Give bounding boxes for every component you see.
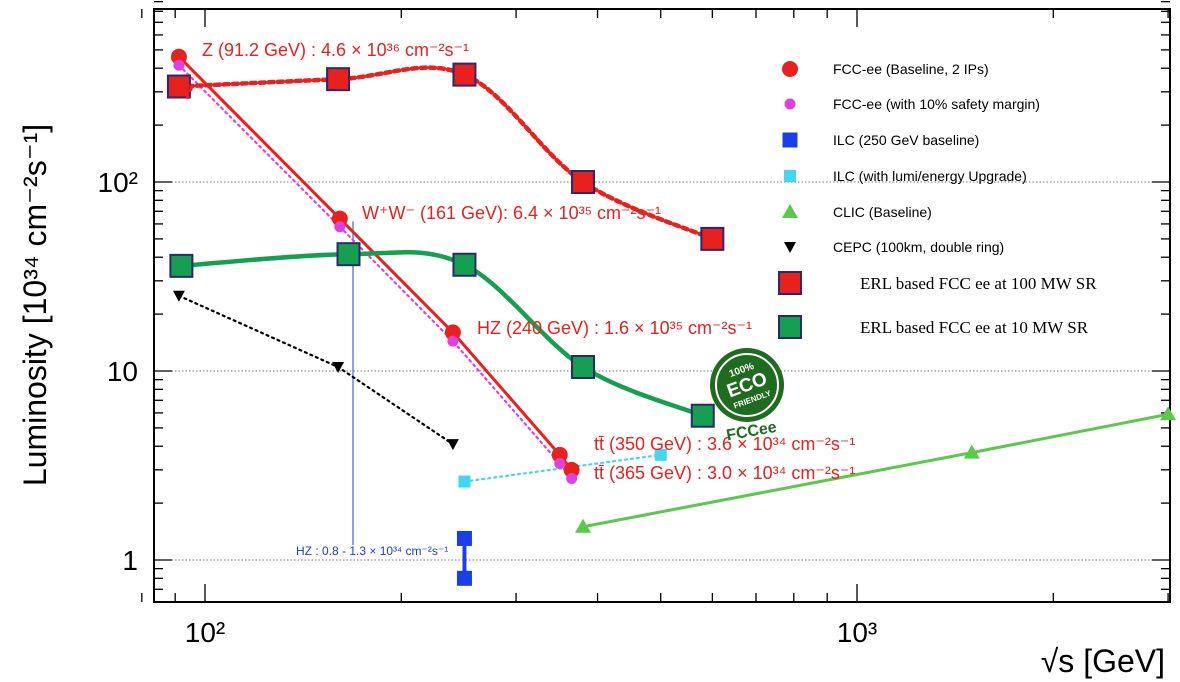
legend-marker-5 [784,242,796,253]
data-point-4 [1160,406,1177,421]
data-point-1 [566,472,578,484]
data-point-3 [458,475,471,488]
annotation-0: Z (91.2 GeV) : 4.6 × 10³⁶ cm⁻²s⁻¹ [202,40,469,60]
data-point-7 [169,253,194,278]
plot-frame [153,8,1171,603]
x-tick-label: 10³ [837,617,877,648]
data-point-6 [571,170,596,194]
data-point-4 [963,444,980,459]
data-point-0 [551,446,568,463]
legend-marker-2 [782,132,798,148]
data-point-5 [172,290,185,302]
series-line-5 [177,294,454,446]
legend-marker-0 [782,61,798,77]
data-point-0 [170,48,187,65]
stamp-ring [715,353,779,417]
data-point-1 [334,221,346,233]
annotation-1: W⁺W⁻ (161 GeV): 6.4 × 10³⁵ cm⁻²s⁻¹ [362,203,661,223]
data-point-4 [575,518,592,533]
x-tick-label: 10² [185,617,225,648]
legend-label-0: FCC-ee (Baseline, 2 IPs) [833,61,989,77]
legend-label-7: ERL based FCC ee at 10 MW SR [860,318,1089,337]
y-tick-label: 10 [107,356,138,387]
data-point-6 [166,74,191,99]
data-point-7 [571,354,596,379]
data-point-2 [456,530,472,546]
data-point-1 [554,458,566,470]
x-axis-title: √s [GeV] [1041,643,1165,679]
data-point-6 [326,67,351,92]
legend-marker-4 [782,204,798,218]
legend-label-4: CLIC (Baseline) [833,204,932,220]
annotations: Z (91.2 GeV) : 4.6 × 10³⁶ cm⁻²s⁻¹ W⁺W⁻ (1… [183,40,855,558]
series-markers [166,48,1177,586]
y-tick-label: 1 [122,545,138,576]
legend-label-2: ILC (250 GeV baseline) [833,132,979,148]
legend: FCC-ee (Baseline, 2 IPs) FCC-ee (with 10%… [778,61,1097,339]
data-point-0 [444,324,461,341]
data-point-7 [452,252,477,277]
data-point-7 [336,242,361,267]
data-point-0 [331,210,348,227]
annotation-2: HZ (240 GeV) : 1.6 × 10³⁵ cm⁻²s⁻¹ [477,318,752,338]
annotation-4: tt̄ (365 GeV) : 3.0 × 10³⁴ cm⁻²s⁻¹ [594,463,855,483]
legend-marker-6 [778,271,802,295]
annotation-3: tt̄ (350 GeV) : 3.6 × 10³⁴ cm⁻²s⁻¹ [594,434,855,454]
data-point-6 [452,62,477,87]
legend-label-5: CEPC (100km, double ring) [833,239,1004,255]
data-point-1 [447,335,459,347]
series-line-1 [177,64,573,480]
data-point-2 [456,570,472,586]
legend-marker-1 [784,98,796,110]
data-point-1 [173,59,185,71]
tick-labels: 10² 10³ 1 10 10² [98,167,878,648]
data-point-6 [700,226,725,251]
annotation-7: ? [338,64,349,89]
stamp-circle [710,348,784,422]
annotation-5: HZ : 0.8 - 1.3 × 10³⁴ cm⁻²s⁻¹ [296,544,448,558]
y-axis-title: Luminosity [10³⁴ cm⁻²s⁻¹] [17,124,53,486]
data-point-5 [332,361,345,373]
grid-lines [154,181,1170,561]
series-line-3 [463,453,662,483]
data-point-3 [654,448,667,461]
legend-marker-7 [778,315,802,339]
data-point-5 [446,439,459,451]
legend-label-6: ERL based FCC ee at 100 MW SR [860,274,1097,293]
legend-label-1: FCC-ee (with 10% safety margin) [833,96,1040,112]
y-tick-label: 10² [98,167,138,198]
data-point-0 [563,461,580,478]
legend-label-3: ILC (with lumi/energy Upgrade) [833,168,1027,184]
legend-marker-3 [784,170,796,182]
axis-ticks [141,0,1170,603]
annotation-6: ? [183,79,194,104]
data-point-7 [690,403,715,428]
